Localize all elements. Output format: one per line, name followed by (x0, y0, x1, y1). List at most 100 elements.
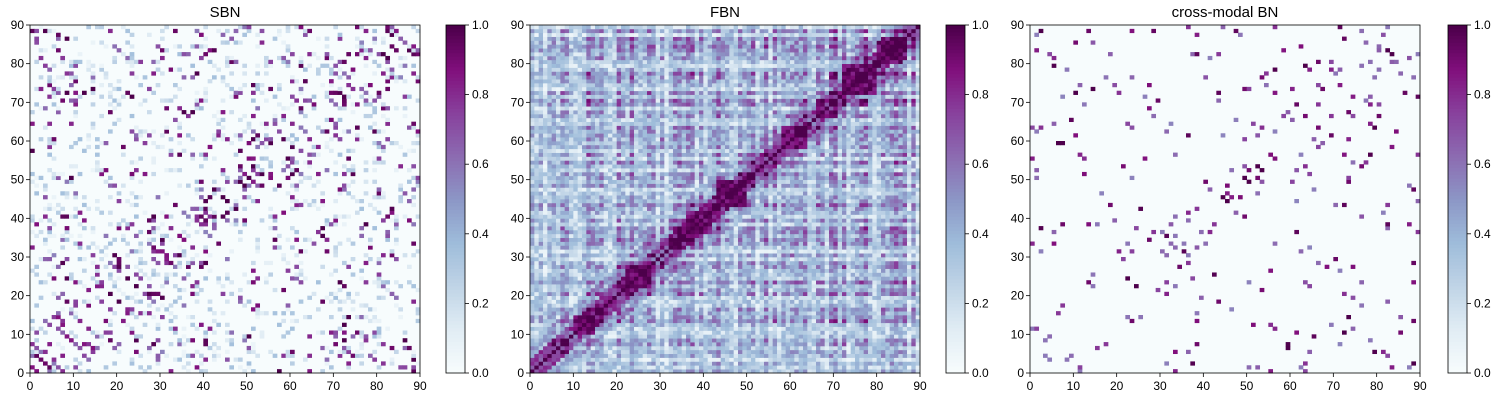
heatmap-cell (664, 318, 670, 324)
heatmap-cell (251, 326, 256, 331)
heatmap-cell (733, 299, 739, 304)
heatmap-cell (547, 249, 553, 254)
heatmap-cell (686, 260, 691, 266)
heatmap-cell (716, 268, 722, 273)
heatmap-cell (398, 199, 404, 204)
heatmap-cell (376, 129, 382, 134)
heatmap-cell (394, 106, 399, 111)
heatmap-cell (807, 280, 813, 285)
heatmap-cell (751, 303, 756, 308)
heatmap-cell (894, 349, 899, 355)
heatmap-cell (629, 245, 635, 250)
heatmap-cell (125, 199, 131, 204)
heatmap-cell (173, 326, 178, 331)
heatmap-cell (911, 338, 917, 343)
heatmap-cell (694, 345, 700, 351)
heatmap-cell (733, 307, 739, 312)
heatmap-cell (186, 214, 191, 219)
heatmap-cell (863, 326, 869, 331)
colorbar-segment (446, 212, 465, 217)
heatmap-cell (651, 345, 657, 351)
heatmap-cell (281, 106, 287, 111)
heatmap-cell (368, 257, 373, 262)
heatmap-cell (694, 303, 700, 308)
heatmap-cell (872, 291, 878, 297)
heatmap-cell (677, 253, 683, 258)
heatmap-cell (707, 249, 713, 254)
heatmap-cell (285, 330, 291, 335)
heatmap-cell (112, 361, 118, 366)
heatmap-cell (790, 334, 795, 339)
heatmap-cell (108, 94, 113, 99)
heatmap-cell (699, 318, 704, 324)
heatmap-cell (569, 365, 574, 370)
heatmap-cell (363, 83, 369, 88)
heatmap-cell (898, 338, 904, 343)
colorbar-segment (446, 80, 465, 85)
heatmap-cell (220, 32, 226, 37)
heatmap-cell (69, 71, 74, 76)
heatmap-cell (816, 361, 821, 366)
heatmap-cell (616, 295, 622, 300)
heatmap-cell (381, 361, 386, 366)
heatmap-cell (573, 365, 579, 370)
heatmap-cell (272, 237, 278, 242)
heatmap-cell (242, 25, 248, 30)
heatmap-cell (30, 268, 35, 273)
heatmap-cell (238, 357, 243, 362)
heatmap-cell (738, 345, 743, 351)
heatmap-cell (530, 287, 535, 293)
heatmap-cell (194, 102, 200, 107)
heatmap-cell (608, 349, 613, 355)
heatmap-cell (621, 295, 626, 300)
heatmap-cell (586, 280, 592, 285)
heatmap-cell (746, 326, 752, 331)
heatmap-cell (712, 276, 717, 281)
heatmap-cell (73, 241, 79, 246)
heatmap-cell (290, 206, 295, 211)
y-tick-label: 10 (11, 327, 25, 341)
heatmap-cell (77, 137, 83, 142)
heatmap-cell (868, 369, 873, 374)
heatmap-cell (811, 280, 817, 285)
heatmap-cell (603, 249, 609, 254)
heatmap-cell (634, 361, 639, 366)
heatmap-cell (872, 338, 878, 343)
heatmap-cell (138, 276, 144, 281)
heatmap-cell (359, 276, 365, 281)
heatmap-cell (712, 365, 717, 370)
heatmap-cell (560, 253, 566, 258)
heatmap-cell (824, 272, 830, 277)
heatmap-cell (824, 326, 830, 331)
heatmap-cell (712, 361, 717, 366)
heatmap-cell (898, 260, 904, 266)
heatmap-cell (86, 326, 92, 331)
heatmap-cell (781, 264, 787, 269)
heatmap-cell (573, 268, 579, 273)
heatmap-cell (77, 171, 83, 177)
heatmap-cell (177, 245, 183, 250)
heatmap-cell (612, 272, 618, 277)
heatmap-cell (833, 311, 839, 316)
heatmap-cell (177, 106, 183, 111)
heatmap-cell (246, 361, 252, 366)
heatmap-cell (151, 214, 157, 219)
heatmap-cell (603, 284, 609, 289)
heatmap-cell (712, 260, 717, 266)
heatmap-cell (168, 237, 174, 242)
heatmap-cell (160, 349, 165, 355)
heatmap-cell (829, 326, 834, 331)
heatmap-cell (272, 187, 278, 192)
heatmap-cell (824, 338, 830, 343)
heatmap-cell (551, 299, 557, 304)
heatmap-cell (359, 334, 365, 339)
heatmap-cell (833, 353, 839, 358)
heatmap-cell (712, 272, 717, 277)
heatmap-cell (538, 276, 544, 281)
heatmap-cell (51, 137, 57, 142)
heatmap-cell (907, 284, 912, 289)
heatmap-cell (729, 272, 735, 277)
heatmap-cell (577, 284, 583, 289)
heatmap-cell (651, 295, 657, 300)
heatmap-cell (394, 237, 399, 242)
